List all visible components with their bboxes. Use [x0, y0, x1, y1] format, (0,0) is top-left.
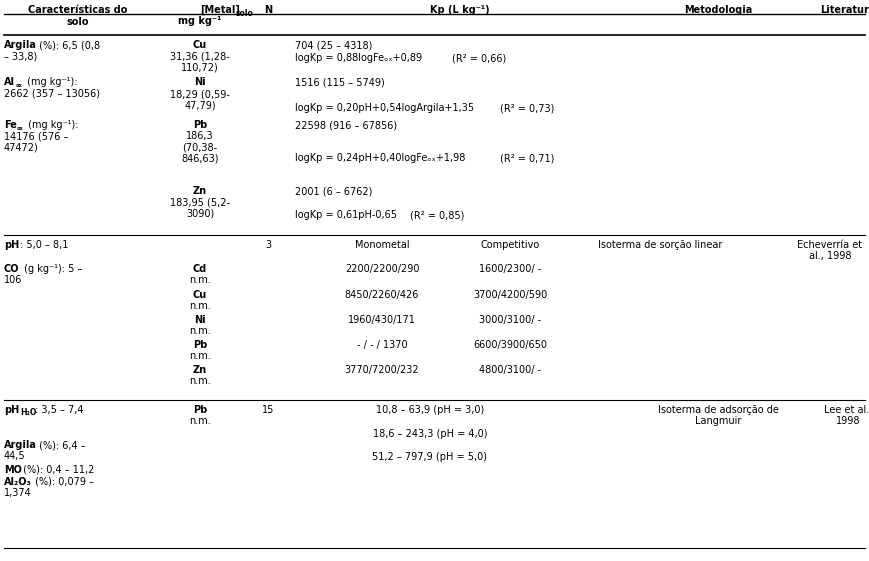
Text: 1600/2300/ -: 1600/2300/ -	[479, 264, 541, 274]
Text: 15: 15	[262, 405, 275, 415]
Text: (mg kg⁻¹):: (mg kg⁻¹):	[24, 77, 77, 87]
Text: – 33,8): – 33,8)	[4, 51, 37, 61]
Text: Zn: Zn	[193, 365, 207, 375]
Text: (%): 6,5 (0,8: (%): 6,5 (0,8	[36, 40, 100, 50]
Text: H₂O: H₂O	[20, 408, 36, 417]
Text: n.m.: n.m.	[189, 416, 211, 426]
Text: logKp = 0,61pH-0,65: logKp = 0,61pH-0,65	[295, 210, 397, 220]
Text: Argila: Argila	[4, 40, 36, 50]
Text: (%): 0,079 –: (%): 0,079 –	[32, 477, 94, 487]
Text: Al₂O₃: Al₂O₃	[4, 477, 32, 487]
Text: 18,6 – 243,3 (pH = 4,0): 18,6 – 243,3 (pH = 4,0)	[373, 429, 488, 439]
Text: 846,63): 846,63)	[182, 153, 219, 163]
Text: (mg kg⁻¹):: (mg kg⁻¹):	[25, 120, 78, 130]
Text: 110,72): 110,72)	[181, 62, 219, 72]
Text: Lee et al.,: Lee et al.,	[824, 405, 869, 415]
Text: Echeverría et: Echeverría et	[798, 240, 863, 250]
Text: 2200/2200/290: 2200/2200/290	[345, 264, 419, 274]
Text: Pb: Pb	[193, 405, 207, 415]
Text: Argila: Argila	[4, 440, 36, 450]
Text: CO: CO	[4, 264, 19, 274]
Text: n.m.: n.m.	[189, 301, 211, 311]
Text: (g kg⁻¹): 5 –: (g kg⁻¹): 5 –	[21, 264, 83, 274]
Text: 51,2 – 797,9 (pH = 5,0): 51,2 – 797,9 (pH = 5,0)	[373, 452, 488, 462]
Text: (R² = 0,85): (R² = 0,85)	[410, 210, 464, 220]
Text: Al: Al	[4, 77, 15, 87]
Text: 3000/3100/ -: 3000/3100/ -	[479, 315, 541, 325]
Text: Pb: Pb	[193, 340, 207, 350]
Text: 704 (25 – 4318): 704 (25 – 4318)	[295, 40, 373, 50]
Text: 1516 (115 – 5749): 1516 (115 – 5749)	[295, 77, 385, 87]
Text: (%): 6,4 –: (%): 6,4 –	[36, 440, 86, 450]
Text: Competitivo: Competitivo	[481, 240, 540, 250]
Text: 3: 3	[265, 240, 271, 250]
Text: ₒₓ: ₒₓ	[17, 123, 23, 132]
Text: (R² = 0,71): (R² = 0,71)	[500, 153, 554, 163]
Text: pH: pH	[4, 405, 19, 415]
Text: 2001 (6 – 6762): 2001 (6 – 6762)	[295, 186, 373, 196]
Text: N: N	[264, 5, 272, 15]
Text: Zn: Zn	[193, 186, 207, 196]
Text: Metodologia: Metodologia	[684, 5, 753, 15]
Text: Fe: Fe	[4, 120, 17, 130]
Text: 8450/2260/426: 8450/2260/426	[345, 290, 419, 300]
Text: [Metal]: [Metal]	[200, 5, 240, 15]
Text: : 3,5 – 7,4: : 3,5 – 7,4	[35, 405, 83, 415]
Text: 106: 106	[4, 275, 23, 285]
Text: Ni: Ni	[194, 77, 206, 87]
Text: (R² = 0,73): (R² = 0,73)	[500, 103, 554, 113]
Text: - / - / 1370: - / - / 1370	[356, 340, 408, 350]
Text: Cd: Cd	[193, 264, 207, 274]
Text: 47,79): 47,79)	[184, 100, 216, 110]
Text: Cu: Cu	[193, 40, 207, 50]
Text: 183,95 (5,2-: 183,95 (5,2-	[170, 197, 230, 207]
Text: al., 1998: al., 1998	[809, 251, 852, 261]
Text: n.m.: n.m.	[189, 326, 211, 336]
Text: n.m.: n.m.	[189, 376, 211, 386]
Text: : 5,0 – 8,1: : 5,0 – 8,1	[20, 240, 69, 250]
Text: 22598 (916 – 67856): 22598 (916 – 67856)	[295, 120, 397, 130]
Text: 44,5: 44,5	[4, 451, 25, 461]
Text: Langmuir: Langmuir	[695, 416, 741, 426]
Text: Isoterma de adsorção de: Isoterma de adsorção de	[658, 405, 779, 415]
Text: 3090): 3090)	[186, 208, 214, 218]
Text: 31,36 (1,28-: 31,36 (1,28-	[170, 51, 230, 61]
Text: 186,3: 186,3	[186, 131, 214, 141]
Text: 4800/3100/ -: 4800/3100/ -	[479, 365, 541, 375]
Text: 14176 (576 –: 14176 (576 –	[4, 131, 69, 141]
Text: MO: MO	[4, 465, 22, 475]
Text: Características do
solo: Características do solo	[29, 5, 128, 26]
Text: (70,38-: (70,38-	[182, 142, 217, 152]
Text: 3770/7200/232: 3770/7200/232	[345, 365, 420, 375]
Text: (R² = 0,66): (R² = 0,66)	[452, 53, 507, 63]
Text: mg kg⁻¹: mg kg⁻¹	[178, 16, 222, 26]
Text: Pb: Pb	[193, 120, 207, 130]
Text: Monometal: Monometal	[355, 240, 409, 250]
Text: 6600/3900/650: 6600/3900/650	[473, 340, 547, 350]
Text: solo: solo	[236, 9, 254, 18]
Text: 18,29 (0,59-: 18,29 (0,59-	[170, 89, 230, 99]
Text: logKp = 0,20pH+0,54logArgila+1,35: logKp = 0,20pH+0,54logArgila+1,35	[295, 103, 474, 113]
Text: 1998: 1998	[836, 416, 860, 426]
Text: 1,374: 1,374	[4, 488, 32, 498]
Text: Cu: Cu	[193, 290, 207, 300]
Text: Isoterma de sorção linear: Isoterma de sorção linear	[598, 240, 722, 250]
Text: Kp (L kg⁻¹): Kp (L kg⁻¹)	[430, 5, 490, 15]
Text: logKp = 0,88logFeₒₓ+0,89: logKp = 0,88logFeₒₓ+0,89	[295, 53, 422, 63]
Text: n.m.: n.m.	[189, 275, 211, 285]
Text: 3700/4200/590: 3700/4200/590	[473, 290, 547, 300]
Text: Ni: Ni	[194, 315, 206, 325]
Text: 47472): 47472)	[4, 142, 39, 152]
Text: n.m.: n.m.	[189, 351, 211, 361]
Text: ₒₓ: ₒₓ	[16, 80, 23, 89]
Text: 10,8 – 63,9 (pH = 3,0): 10,8 – 63,9 (pH = 3,0)	[376, 405, 484, 415]
Text: logKp = 0,24pH+0,40logFeₒₓ+1,98: logKp = 0,24pH+0,40logFeₒₓ+1,98	[295, 153, 466, 163]
Text: (%): 0,4 – 11,2: (%): 0,4 – 11,2	[20, 465, 95, 475]
Text: 2662 (357 – 13056): 2662 (357 – 13056)	[4, 88, 100, 98]
Text: Literatura: Literatura	[820, 5, 869, 15]
Text: 1960/430/171: 1960/430/171	[348, 315, 416, 325]
Text: pH: pH	[4, 240, 19, 250]
